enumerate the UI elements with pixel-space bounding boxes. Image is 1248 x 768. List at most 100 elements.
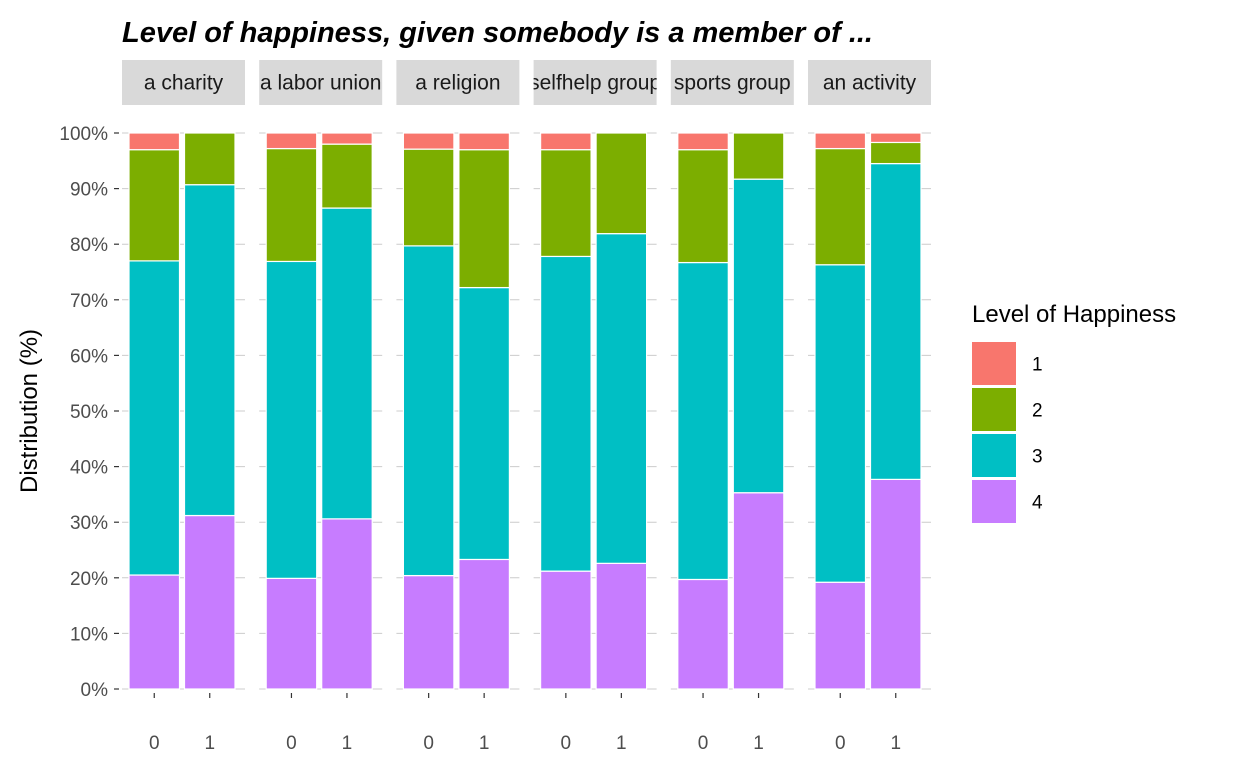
facet-panel: a religion 0 1 [396, 60, 520, 754]
legend: Level of Happiness 1 2 3 4 [972, 301, 1176, 523]
bar-segment [458, 132, 510, 151]
y-axis-label: Distribution (%) [16, 329, 43, 493]
x-tick-label: 0 [835, 733, 846, 754]
bar-segment [732, 178, 785, 494]
bar-segment [677, 149, 729, 264]
bar-segment [128, 132, 181, 151]
facet-strip [396, 60, 520, 105]
bar-segment [869, 478, 922, 690]
bar-segment [128, 149, 181, 262]
legend-key [972, 342, 1016, 385]
x-tick-label: 0 [286, 733, 297, 754]
y-tick-label: 20% [70, 569, 108, 590]
x-tick-label: 0 [423, 733, 434, 754]
legend-label: 4 [1032, 493, 1043, 514]
y-tick-label: 80% [70, 235, 108, 256]
bar-segment [128, 574, 181, 690]
x-tick-label: 1 [890, 733, 901, 754]
bar-segment [183, 514, 236, 690]
bar-segment [732, 132, 785, 180]
facet-strip [670, 60, 794, 105]
bar-segment [265, 260, 318, 579]
legend-label: 3 [1032, 447, 1043, 468]
bar-segment [814, 147, 867, 266]
x-tick-label: 1 [204, 733, 215, 754]
y-tick-label: 90% [70, 180, 108, 201]
facet-strip-label: a labor union [260, 72, 381, 95]
bar-segment [677, 261, 729, 581]
facet-panel: sports group 0 1 [670, 60, 794, 754]
bar-segment [402, 245, 455, 577]
x-tick-label: 1 [616, 733, 627, 754]
legend-label: 1 [1032, 355, 1043, 376]
facet-strip-label: a charity [144, 72, 224, 95]
facet-strip-label: an activity [823, 72, 917, 95]
bar-segment [595, 233, 648, 564]
y-tick-label: 70% [70, 291, 108, 312]
x-tick-label: 1 [342, 733, 353, 754]
bar-segment [814, 132, 867, 150]
bar-segment [458, 286, 510, 561]
bar-segment [183, 132, 236, 186]
bar-segment [539, 255, 592, 572]
bar-segment [265, 147, 318, 263]
facet-strip-label: a religion [415, 72, 500, 95]
bar-segment [402, 132, 455, 150]
x-tick-label: 1 [479, 733, 490, 754]
bar-segment [183, 184, 236, 517]
facet-strip-label: sports group [674, 72, 791, 95]
bar-segment [869, 132, 922, 144]
bar-segment [265, 132, 318, 150]
bar-segment [128, 260, 181, 576]
bar-segment [677, 132, 729, 151]
x-tick-label: 0 [698, 733, 709, 754]
facet-strip-label: selfhelp group [529, 72, 661, 95]
bar-segment [539, 132, 592, 151]
y-tick-label: 10% [70, 624, 108, 645]
facet-strip [533, 60, 657, 105]
chart-title: Level of happiness, given somebody is a … [122, 17, 873, 49]
facet-strip [808, 60, 931, 105]
bar-segment [539, 149, 592, 258]
facet-strip [259, 60, 383, 105]
facet-strip [122, 60, 245, 105]
legend-key [972, 388, 1016, 431]
bar-segment [402, 148, 455, 247]
bar-segment [869, 141, 922, 165]
x-tick-label: 0 [561, 733, 572, 754]
y-tick-label: 30% [70, 513, 108, 534]
legend-key [972, 434, 1016, 477]
bar-segment [265, 577, 318, 690]
bar-segment [402, 574, 455, 690]
y-tick-label: 100% [59, 124, 108, 145]
facet-panel: an activity 0 1 [808, 60, 931, 754]
bar-segment [595, 132, 648, 235]
facet-panel: a labor union 0 1 [259, 60, 383, 754]
facet-panel: a charity 0 1 [122, 60, 245, 754]
legend-items: 1 2 3 4 [972, 342, 1043, 523]
bar-segment [321, 518, 373, 690]
bar-segment [321, 132, 373, 145]
bar-segment [814, 581, 867, 690]
legend-key [972, 480, 1016, 523]
facet-panel: selfhelp group 0 1 [529, 60, 661, 754]
x-tick-label: 0 [149, 733, 160, 754]
bar-segment [458, 558, 510, 690]
x-tick-label: 1 [753, 733, 764, 754]
bar-segment [677, 578, 729, 690]
legend-label: 2 [1032, 401, 1043, 422]
bar-segment [321, 207, 373, 520]
y-axis-ticks: 0% 10% 20% 30% 40% 50% 60% 70% 80% 90% 100% [59, 124, 119, 701]
bar-segment [321, 143, 373, 209]
y-tick-label: 40% [70, 458, 108, 479]
bar-segment [869, 162, 922, 480]
legend-title: Level of Happiness [972, 301, 1176, 328]
bar-segment [732, 492, 785, 690]
y-tick-label: 50% [70, 402, 108, 423]
bar-segment [539, 570, 592, 690]
bar-segment [595, 562, 648, 690]
bar-segment [814, 264, 867, 583]
bar-segment [458, 149, 510, 289]
